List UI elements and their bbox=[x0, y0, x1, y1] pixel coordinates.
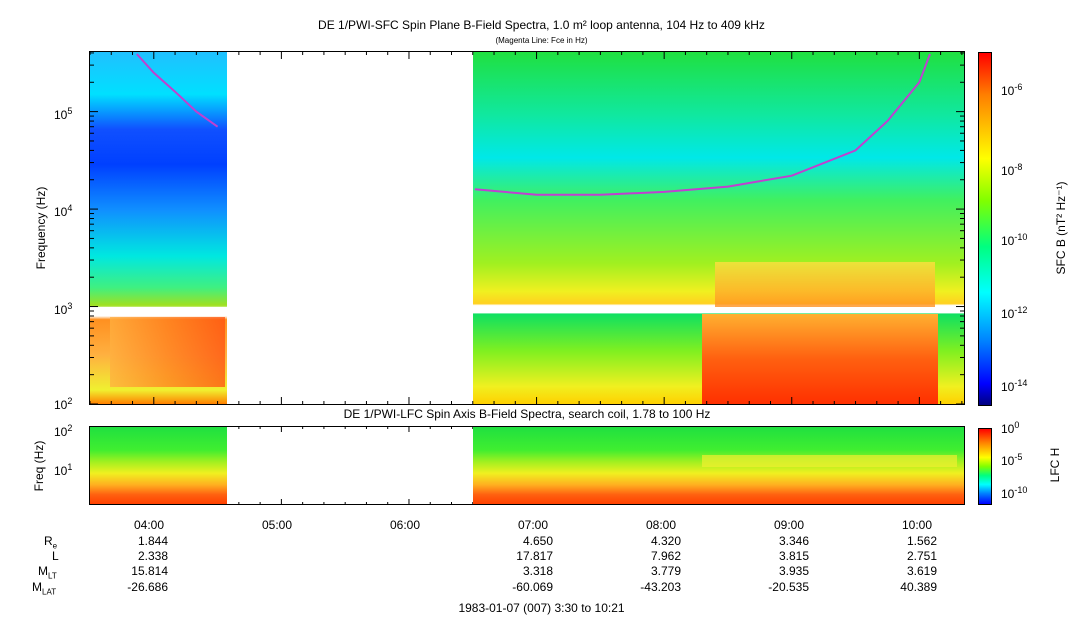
sfc-ytick-label: 105 bbox=[54, 106, 73, 122]
lfc-spectrogram-panel bbox=[89, 426, 965, 505]
eph-value: 3.346 bbox=[778, 534, 809, 548]
time-label: 04:00 bbox=[134, 518, 165, 532]
sfc-spectrogram-panel bbox=[89, 51, 965, 405]
eph-value: 3.619 bbox=[906, 564, 937, 578]
sfc-colorbar bbox=[978, 52, 992, 406]
eph-value: 3.779 bbox=[650, 564, 681, 578]
lfc-colorbar-tick: 100 bbox=[1001, 420, 1020, 436]
lfc-band-right bbox=[702, 455, 957, 467]
sfc-ylabel: Frequency (Hz) bbox=[34, 186, 48, 270]
eph-value: -43.203 bbox=[640, 580, 681, 594]
lfc-colorbar-label: LFC H bbox=[1048, 447, 1062, 483]
sfc-data-gap-band bbox=[90, 307, 964, 313]
eph-value: 3.935 bbox=[778, 564, 809, 578]
eph-value: 17.817 bbox=[516, 549, 553, 563]
lfc-spectrogram bbox=[90, 427, 964, 504]
time-label: 07:00 bbox=[518, 518, 549, 532]
sfc-colorbar-label: SFC B (nT² Hz⁻¹) bbox=[1054, 181, 1068, 275]
eph-value: -20.535 bbox=[768, 580, 809, 594]
sfc-colorbar-tick: 10-6 bbox=[1001, 82, 1023, 98]
sfc-emission-right-mid bbox=[715, 262, 935, 307]
sfc-emission-right-low bbox=[702, 314, 938, 404]
lfc-ytick-label: 101 bbox=[54, 462, 73, 478]
time-label: 05:00 bbox=[262, 518, 293, 532]
eph-value: 3.318 bbox=[522, 564, 553, 578]
eph-value: 15.814 bbox=[131, 564, 168, 578]
eph-row-label: MLT bbox=[38, 564, 57, 581]
lfc-data-block-left bbox=[90, 427, 227, 504]
sfc-colorbar-tick: 10-8 bbox=[1001, 162, 1023, 178]
sfc-ytick-label: 102 bbox=[54, 396, 73, 412]
eph-value: 4.650 bbox=[522, 534, 553, 548]
lfc-title: DE 1/PWI-LFC Spin Axis B-Field Spectra, … bbox=[343, 407, 711, 421]
lfc-colorbar-tick: 10-5 bbox=[1001, 452, 1023, 468]
eph-value: 40.389 bbox=[900, 580, 937, 594]
eph-value: 4.320 bbox=[650, 534, 681, 548]
sfc-ytick-label: 104 bbox=[54, 203, 73, 219]
sfc-emission-left-low bbox=[110, 317, 225, 387]
time-label: 09:00 bbox=[774, 518, 805, 532]
lfc-ylabel: Freq (Hz) bbox=[32, 440, 46, 492]
sfc-colorbar-tick: 10-10 bbox=[1001, 232, 1028, 248]
lfc-ytick-label: 102 bbox=[54, 423, 73, 439]
eph-row-label: MLAT bbox=[32, 580, 57, 597]
eph-row-label: Re bbox=[44, 534, 58, 551]
eph-value: 1.844 bbox=[137, 534, 168, 548]
eph-value: 1.562 bbox=[906, 534, 937, 548]
lfc-colorbar-tick: 10-10 bbox=[1001, 485, 1028, 501]
eph-value: -60.069 bbox=[512, 580, 553, 594]
fce-line bbox=[474, 53, 931, 196]
eph-value: 3.815 bbox=[778, 549, 809, 563]
sfc-colorbar-tick: 10-12 bbox=[1001, 305, 1028, 321]
sfc-subtitle: (Magenta Line: Fce in Hz) bbox=[495, 36, 588, 45]
sfc-title: DE 1/PWI-SFC Spin Plane B-Field Spectra,… bbox=[318, 18, 765, 32]
time-label: 10:00 bbox=[902, 518, 933, 532]
time-label: 06:00 bbox=[390, 518, 421, 532]
eph-row-label: L bbox=[52, 549, 59, 563]
time-label: 08:00 bbox=[646, 518, 677, 532]
fce-line bbox=[136, 53, 219, 128]
eph-value: -26.686 bbox=[127, 580, 168, 594]
lfc-colorbar bbox=[978, 428, 992, 505]
sfc-ytick-label: 103 bbox=[54, 301, 73, 317]
eph-value: 7.962 bbox=[650, 549, 681, 563]
eph-value: 2.338 bbox=[137, 549, 168, 563]
eph-value: 2.751 bbox=[906, 549, 937, 563]
sfc-colorbar-tick: 10-14 bbox=[1001, 378, 1028, 394]
sfc-spectrogram bbox=[90, 52, 964, 404]
time-range-footer: 1983-01-07 (007) 3:30 to 10:21 bbox=[458, 601, 625, 615]
